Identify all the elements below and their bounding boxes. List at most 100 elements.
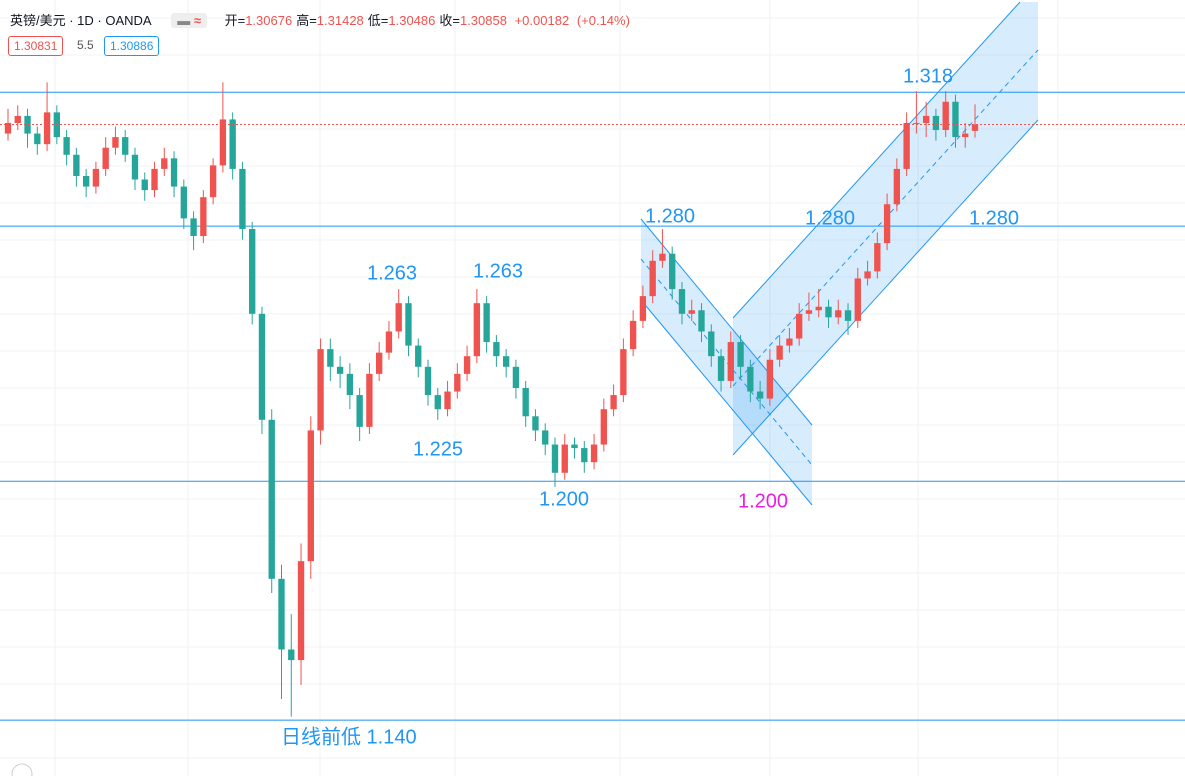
candle-body	[366, 373, 373, 427]
candle-body	[463, 356, 471, 374]
candle-body	[4, 122, 12, 134]
candle-body	[717, 356, 725, 381]
symbol: 英镑/美元 · 1D · OANDA	[10, 13, 152, 28]
candle-body	[893, 168, 901, 205]
candle-body	[327, 349, 334, 367]
candle-body	[92, 168, 100, 187]
candle-body	[112, 137, 119, 148]
annotation: 日线前低 1.140	[281, 725, 417, 748]
annotation: 1.280	[645, 205, 695, 227]
candle-body	[766, 359, 774, 399]
ohlc: 开=1.30676 高=1.31428 低=1.30486 收=1.30858	[225, 13, 511, 28]
candle-body	[170, 158, 178, 187]
header: 英镑/美元 · 1D · OANDA ▬ ≈ 开=1.30676 高=1.3142…	[10, 10, 634, 29]
candle-body	[278, 578, 285, 650]
candle-body	[776, 345, 783, 360]
candle-body	[669, 253, 676, 290]
candle-body	[903, 122, 910, 169]
candle-body	[43, 112, 51, 145]
candle-body	[434, 395, 441, 410]
candle-body	[219, 119, 227, 166]
candle-body	[649, 260, 656, 297]
candle-body	[141, 179, 148, 191]
ohlc-label: 高=	[296, 13, 317, 28]
candle-body	[600, 409, 608, 445]
candle-body	[629, 320, 637, 350]
toggle[interactable]: ▬ ≈	[171, 13, 207, 28]
candle-body	[805, 310, 813, 314]
ohlc-label: 开=	[224, 13, 246, 28]
candle-body	[307, 430, 314, 562]
candle-body	[34, 133, 41, 145]
candle-body	[82, 175, 90, 187]
annotation: 1.225	[413, 438, 463, 460]
candle-body	[73, 154, 80, 176]
annotation: 1.200	[539, 488, 589, 510]
annotation: 1.200	[738, 490, 788, 512]
falling-channel-top	[640, 218, 813, 426]
sell-price[interactable]: 1.30831	[8, 36, 64, 56]
candle-body	[317, 349, 324, 431]
candle-body	[200, 197, 207, 237]
candle-body	[727, 342, 734, 381]
candle-body	[639, 296, 647, 321]
candle-body	[444, 391, 451, 410]
candle-body	[297, 561, 305, 661]
candle-body	[180, 186, 187, 219]
ohlc-label: 低=	[367, 13, 389, 28]
candle-body	[239, 168, 246, 229]
candle-body	[942, 101, 949, 131]
candle-body	[356, 395, 363, 427]
candle-body	[122, 137, 129, 155]
candle-body	[708, 331, 715, 357]
change: +0.00182	[514, 13, 570, 28]
candle-body	[678, 289, 686, 314]
candle-body	[913, 122, 920, 124]
candle-body	[532, 416, 539, 431]
candle-body	[522, 388, 529, 417]
candle-body	[63, 137, 70, 155]
candle-body	[971, 124, 979, 131]
candle-body	[249, 228, 256, 314]
ohlc-value: 1.30858	[459, 13, 507, 28]
candle-body	[454, 373, 461, 392]
candle-body	[854, 278, 861, 321]
candle-body	[424, 366, 432, 396]
candle-body	[151, 168, 158, 191]
candle-body	[835, 310, 842, 318]
candle-body	[610, 395, 617, 410]
candle-body	[502, 356, 510, 367]
candle-body	[590, 444, 598, 463]
candle-body	[747, 366, 754, 392]
annotation: 1.318	[903, 65, 953, 87]
candle-body	[542, 430, 549, 445]
rising-channel-bottom	[732, 119, 1039, 456]
candle-body	[737, 342, 744, 367]
buy-price[interactable]: 1.30886	[104, 36, 160, 56]
candle-body	[844, 310, 852, 321]
candle-body	[922, 115, 930, 123]
candle-body	[415, 345, 422, 367]
candle-body	[288, 649, 295, 661]
candle-body	[395, 303, 402, 332]
candle-body	[620, 349, 627, 396]
candle-body	[874, 243, 881, 272]
candle-body	[698, 310, 705, 332]
candle-body	[405, 303, 412, 346]
falling-channel-bottom	[640, 299, 813, 506]
ohlc-value: 1.30676	[245, 13, 293, 28]
ohlc-value: 1.30486	[388, 13, 436, 28]
candle-body	[190, 218, 197, 237]
candle-body	[268, 419, 275, 579]
change-pct: (+0.14%)	[576, 13, 630, 28]
candle-body	[952, 101, 959, 138]
settings-icon[interactable]	[11, 763, 33, 776]
candle-body	[229, 119, 236, 169]
candle-body	[258, 313, 266, 420]
candle-body	[375, 352, 383, 374]
candle-body	[932, 115, 940, 131]
annotation: 1.263	[367, 262, 417, 284]
candle-body	[581, 448, 588, 463]
